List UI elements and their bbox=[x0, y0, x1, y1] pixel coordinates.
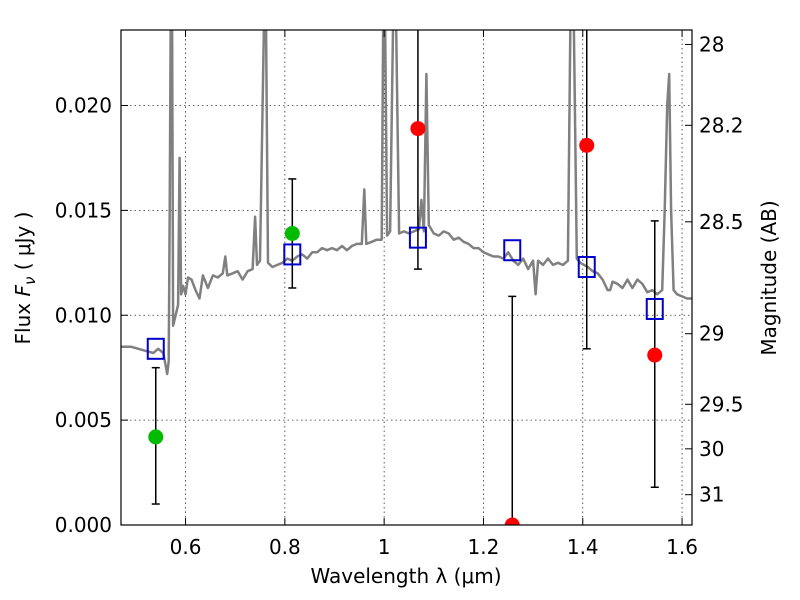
x-tick-label: 1.2 bbox=[468, 535, 500, 559]
observed-flux-point bbox=[148, 429, 164, 445]
mag-tick-label: 29 bbox=[699, 322, 724, 346]
y-axis-label-subscript: ν bbox=[21, 277, 39, 285]
observed-flux-point bbox=[504, 517, 520, 525]
axis-ticks: 0.6 0.8 1 1.2 1.4 1.6 0.000 0.005 0.010 0.015 0.02… bbox=[55, 30, 744, 559]
model-flux-marker bbox=[503, 239, 522, 262]
plot-frame bbox=[120, 29, 693, 526]
observed-flux-point bbox=[410, 121, 426, 137]
model-flux-marker bbox=[146, 337, 165, 360]
model-flux-marker bbox=[645, 297, 664, 320]
model-flux-marker bbox=[283, 243, 302, 266]
x-tick-label: 1.6 bbox=[666, 535, 698, 559]
x-tick-label: 0.6 bbox=[170, 535, 202, 559]
observed-flux-point bbox=[647, 347, 663, 363]
plot-area bbox=[121, 30, 692, 525]
y-tick-label: 0.005 bbox=[55, 408, 112, 432]
y-axis-label-variable: F bbox=[11, 285, 35, 297]
mag-tick-label: 30 bbox=[699, 437, 724, 461]
y-axis-label-unit: ( μJy ) bbox=[11, 212, 35, 277]
y-tick-label: 0.015 bbox=[55, 198, 112, 222]
y-tick-label: 0.000 bbox=[55, 513, 112, 537]
observed-flux-point bbox=[284, 225, 300, 241]
x-tick-label: 1 bbox=[378, 535, 391, 559]
mag-tick-label: 28 bbox=[699, 32, 724, 56]
y-axis-label-prefix: Flux bbox=[11, 297, 35, 345]
mag-tick-label: 28.5 bbox=[699, 210, 744, 234]
mag-tick-label: 28.2 bbox=[699, 113, 744, 137]
model-flux-marker bbox=[577, 256, 596, 279]
sed-spectrum-line bbox=[121, 30, 692, 376]
model-flux-marker bbox=[408, 226, 427, 249]
y2-axis-label: Magnitude (AB) bbox=[757, 200, 781, 355]
grid bbox=[121, 30, 692, 525]
y-tick-label: 0.020 bbox=[55, 94, 112, 118]
observed-flux-point bbox=[579, 137, 595, 153]
y-tick-label: 0.010 bbox=[55, 303, 112, 327]
x-tick-label: 0.8 bbox=[269, 535, 301, 559]
mag-tick-label: 31 bbox=[699, 483, 724, 507]
y-axis-label: Flux Fν ( μJy ) bbox=[11, 212, 39, 345]
mag-tick-label: 29.5 bbox=[699, 392, 744, 416]
x-axis-label: Wavelength λ (μm) bbox=[310, 564, 501, 588]
x-tick-label: 1.4 bbox=[567, 535, 599, 559]
